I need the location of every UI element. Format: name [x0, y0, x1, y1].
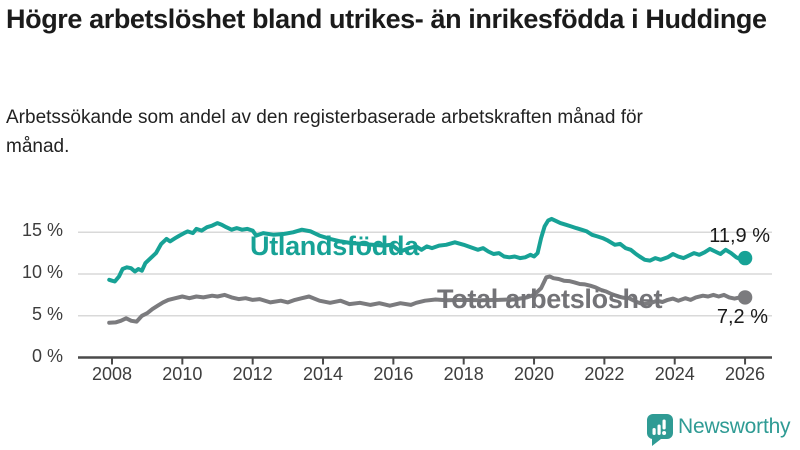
x-axis-tick-label: 2014	[302, 364, 344, 384]
y-axis-tick-label: 0 %	[31, 345, 63, 366]
x-axis-tick-label: 2012	[232, 364, 273, 384]
series-label-total-arbetsloshet: Total arbetslöshet	[437, 284, 663, 314]
x-axis-tick-label: 2024	[654, 364, 695, 384]
x-axis-tick-label: 2022	[584, 364, 625, 384]
newsworthy-branding[interactable]: Newsworthy	[645, 412, 791, 446]
end-value-label-utlandsfodda: 11,9 %	[709, 225, 770, 247]
x-axis-tick-label: 2008	[91, 364, 133, 384]
page-subtitle: Arbetssökande som andel av den registerb…	[6, 107, 643, 157]
x-axis-tick-label: 2020	[514, 364, 555, 384]
y-axis-tick-label: 5 %	[31, 303, 63, 324]
y-axis-tick-label: 15 %	[21, 220, 63, 241]
x-axis-tick-label: 2016	[373, 364, 414, 384]
series-line-1	[107, 274, 748, 325]
y-axis-tick-label: 10 %	[21, 262, 63, 282]
series-end-dot-1	[737, 290, 753, 305]
series-end-dot-0	[737, 250, 753, 266]
series-label-utlandsfodda: Utlandsfödda	[250, 231, 419, 261]
x-axis-tick-label: 2026	[725, 364, 766, 384]
series-line-0	[107, 216, 748, 284]
newsworthy-logo-icon	[647, 414, 673, 446]
end-value-label-total: 7,2 %	[716, 306, 768, 328]
page-title: Högre arbetslöshet bland utrikes- än inr…	[6, 4, 767, 34]
x-axis-tick-label: 2010	[162, 364, 203, 384]
x-axis-tick-label: 2018	[443, 364, 484, 384]
newsworthy-wordmark: Newsworthy	[678, 415, 791, 438]
